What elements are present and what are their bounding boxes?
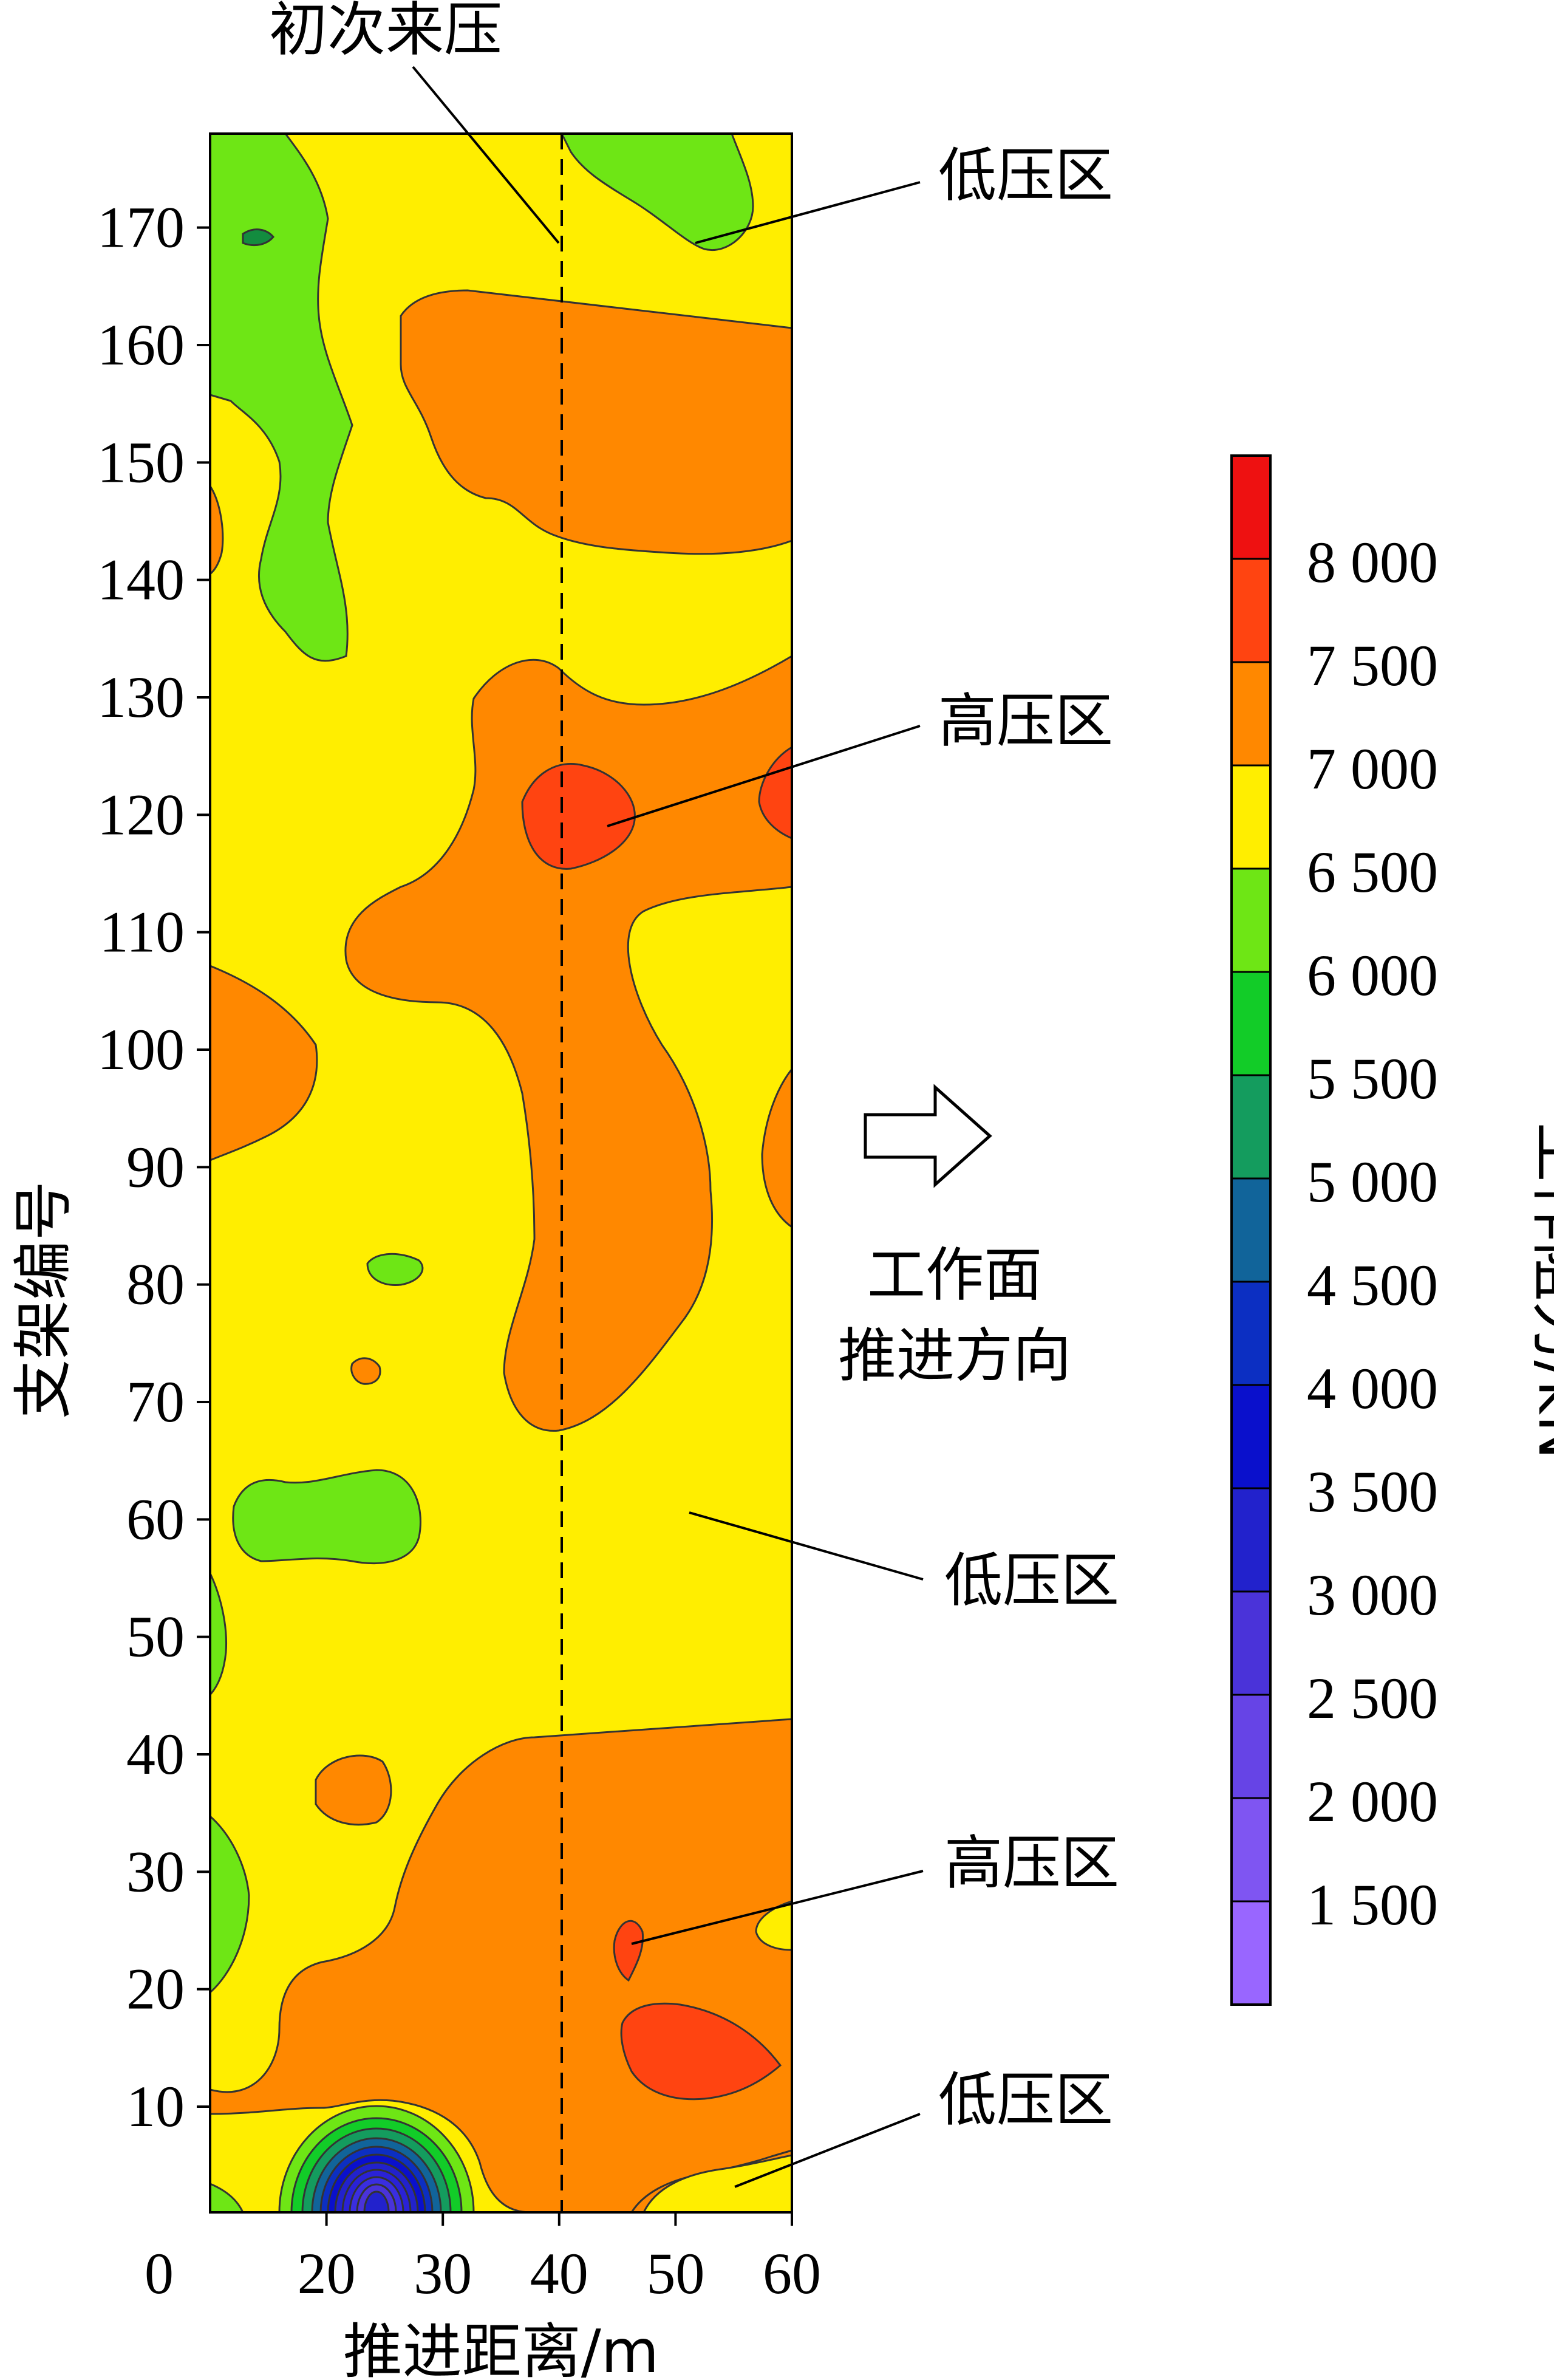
- y-tick-label: 90: [126, 1134, 185, 1199]
- colorbar-segment: [1231, 558, 1271, 663]
- y-tick-label: 50: [126, 1604, 185, 1669]
- colorbar-tick-label: 5 000: [1307, 1149, 1438, 1214]
- x-tick-label: 30: [414, 2241, 472, 2306]
- orange-zone-small-37: [315, 1754, 392, 1826]
- orange-zone-right-90: [761, 1067, 792, 1228]
- x-tick-label: 0: [145, 2241, 174, 2306]
- green-zone-top-left: [210, 134, 353, 662]
- colorbar-segment: [1231, 1075, 1271, 1179]
- y-tick-label: 150: [97, 429, 185, 494]
- colorbar-segment: [1231, 971, 1271, 1076]
- orange-zone-middle: [344, 655, 792, 1432]
- colorbar-tick-label: 7 500: [1307, 633, 1438, 698]
- colorbar-tick-label: 2 000: [1307, 1769, 1438, 1834]
- low-pressure-bowl: [278, 2105, 475, 2212]
- green-zone-60: [232, 1469, 421, 1565]
- orange-zone-top: [400, 289, 792, 555]
- y-axis-title: 支架编号: [9, 1181, 78, 1419]
- y-tick-label: 130: [97, 665, 185, 730]
- red-zone-24: [613, 1920, 644, 1982]
- plot-frame: [209, 132, 793, 2214]
- y-tick-label: 20: [126, 1957, 185, 2022]
- y-axis: 10 20 30 40 50 60 70 80 90 100 110 120 130 140 150 160 1…: [97, 195, 210, 2139]
- colorbar-segment: [1231, 1591, 1271, 1695]
- colorbar-segment: [1231, 1901, 1271, 2005]
- colorbar-tick-label: 1 500: [1307, 1872, 1438, 1937]
- y-tick-label: 60: [126, 1486, 185, 1551]
- annotation-leader-high-24: [631, 1870, 924, 1945]
- y-tick-label: 80: [126, 1252, 185, 1317]
- colorbar-tick-label: 8 000: [1307, 530, 1438, 595]
- colorbar-segment: [1231, 662, 1271, 766]
- yellow-zone-bottom-right: [642, 2154, 792, 2212]
- colorbar: 8 000 7 500 7 000 6 500 6 000 5 500 5 000 4 500…: [1230, 454, 1438, 2006]
- green-zone-small-left: [242, 228, 274, 247]
- colorbar-segment: [1231, 868, 1271, 973]
- x-tick-label: 40: [530, 2241, 588, 2306]
- colorbar-tick-label: 5 500: [1307, 1046, 1438, 1111]
- colorbar-tick-label: 6 500: [1307, 839, 1438, 904]
- y-tick-label: 40: [126, 1722, 185, 1787]
- colorbar-segment: [1231, 455, 1271, 559]
- x-tick-label: 20: [298, 2241, 356, 2306]
- x-tick-label: 60: [763, 2241, 821, 2306]
- colorbar-tick-label: 6 000: [1307, 943, 1438, 1008]
- colorbar-segment: [1231, 1797, 1271, 1902]
- annotation-low-pressure-middle: 低压区: [944, 1547, 1119, 1615]
- colorbar-segment: [1231, 765, 1271, 869]
- y-tick-label: 140: [97, 547, 185, 612]
- green-zone-left-edge-25: [210, 1814, 250, 1994]
- colorbar-frame: [1230, 454, 1272, 2006]
- annotation-low-pressure-bottom: 低压区: [938, 2066, 1113, 2134]
- orange-zone-small-73: [350, 1357, 381, 1385]
- colorbar-segment: [1231, 1384, 1271, 1489]
- y-tick-label: 160: [97, 312, 185, 377]
- colorbar-tick-label: 3 000: [1307, 1562, 1438, 1627]
- annotation-leader-low-middle: [689, 1511, 924, 1581]
- orange-zone-bottom: [210, 1718, 792, 2212]
- colorbar-tick-label: 4 500: [1307, 1253, 1438, 1318]
- colorbar-segment: [1231, 1488, 1271, 1592]
- colorbar-tick-label: 4 000: [1307, 1356, 1438, 1421]
- direction-label-line-2: 推进方向: [838, 1322, 1071, 1390]
- x-tick-label: 50: [646, 2241, 704, 2306]
- colorbar-segment: [1231, 1694, 1271, 1799]
- y-tick-label: 110: [100, 900, 185, 965]
- orange-zone-left-145: [210, 484, 224, 575]
- y-tick-label: 30: [126, 1839, 185, 1904]
- colorbar-segment: [1231, 1178, 1271, 1282]
- green-zone-left-edge-50: [210, 1573, 227, 1697]
- colorbar-title: 工作阻力/kN: [1525, 1122, 1554, 1459]
- contour-plot: [210, 134, 792, 2212]
- red-zone-14: [620, 2002, 782, 2101]
- colorbar-tick-label: 7 000: [1307, 736, 1438, 801]
- direction-label-line-1: 工作面: [867, 1241, 1042, 1309]
- green-zone-86: [366, 1253, 424, 1286]
- green-zone-top-right: [561, 134, 754, 251]
- y-tick-label: 10: [126, 2074, 185, 2139]
- annotation-high-pressure-120: 高压区: [938, 687, 1113, 755]
- first-weighting-leader: [412, 66, 560, 244]
- y-tick-label: 70: [126, 1369, 185, 1434]
- red-zone-120: [521, 763, 636, 870]
- x-axis-title: 推进距离/m: [343, 2317, 659, 2380]
- advance-direction-arrow-icon: [864, 1084, 992, 1188]
- annotation-leader-high-120: [607, 725, 921, 827]
- annotation-leader-low-top: [695, 181, 921, 244]
- colorbar-tick-label: 3 500: [1307, 1459, 1438, 1524]
- annotation-low-pressure-top: 低压区: [938, 142, 1113, 210]
- x-axis: 0 20 30 40 50 60: [145, 2212, 821, 2306]
- y-tick-label: 120: [97, 782, 185, 847]
- first-weighting-label: 初次来压: [269, 0, 502, 64]
- colorbar-segment: [1231, 1281, 1271, 1386]
- annotation-leader-low-bottom: [734, 2113, 921, 2188]
- y-tick-label: 170: [97, 195, 185, 260]
- colorbar-tick-label: 2 500: [1307, 1666, 1438, 1731]
- orange-zone-left-100: [210, 965, 318, 1161]
- annotation-high-pressure-24: 高压区: [944, 1829, 1119, 1897]
- y-tick-label: 100: [97, 1017, 185, 1082]
